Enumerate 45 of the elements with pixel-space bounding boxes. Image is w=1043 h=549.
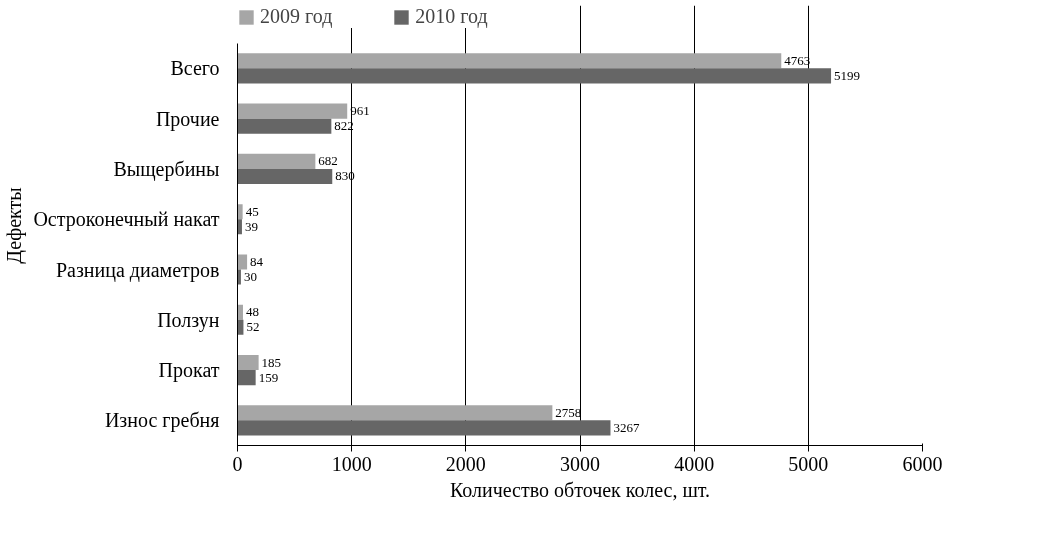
bar: [237, 405, 553, 421]
y-tick-label: Износ гребня: [104, 409, 220, 433]
bar: [237, 254, 248, 270]
legend-label: 2010 год: [415, 5, 488, 28]
y-tick-label: Разница диаметров: [55, 258, 220, 282]
data-label: 185: [261, 354, 282, 370]
data-label: 30: [243, 269, 257, 285]
data-label: 159: [258, 369, 279, 385]
data-label: 682: [318, 153, 338, 169]
data-label: 5199: [834, 67, 861, 83]
bar: [237, 153, 316, 169]
bar: [237, 118, 332, 134]
data-label: 52: [246, 319, 260, 335]
x-tick-label: 2000: [445, 452, 486, 475]
x-tick-label: 3000: [560, 452, 600, 475]
data-label: 48: [245, 304, 259, 320]
y-tick-label: Прокат: [158, 359, 220, 383]
x-tick-label: 5000: [788, 452, 829, 475]
y-tick-label: Прочие: [155, 107, 220, 131]
x-tick-label: 0: [232, 452, 243, 475]
x-tick-label: 6000: [902, 452, 943, 475]
bar: [237, 420, 611, 436]
legend-label: 2009 год: [260, 5, 333, 28]
bar: [237, 219, 242, 235]
x-tick-label: 4000: [674, 452, 715, 475]
y-tick-label: Выщербины: [113, 157, 220, 181]
data-label: 84: [250, 253, 264, 269]
data-label: 39: [244, 218, 258, 234]
y-tick-label: Остроконечный накат: [33, 208, 220, 232]
x-axis-title: Количество обточек колес, шт.: [449, 478, 711, 501]
y-tick-label: Ползун: [157, 308, 220, 332]
bar: [237, 304, 243, 320]
bar: [237, 68, 832, 84]
data-label: 3267: [613, 419, 640, 435]
x-tick-label: 1000: [331, 452, 372, 475]
bar: [237, 354, 259, 371]
y-axis-title: Дефекты: [3, 187, 27, 264]
bar: [237, 103, 348, 119]
data-label: 2758: [555, 404, 582, 420]
bar: [237, 168, 333, 185]
bar: [237, 53, 782, 69]
y-tick-label: Всего: [170, 57, 220, 80]
bar: [237, 370, 256, 386]
data-label: 45: [245, 203, 259, 219]
bar: [237, 204, 243, 220]
